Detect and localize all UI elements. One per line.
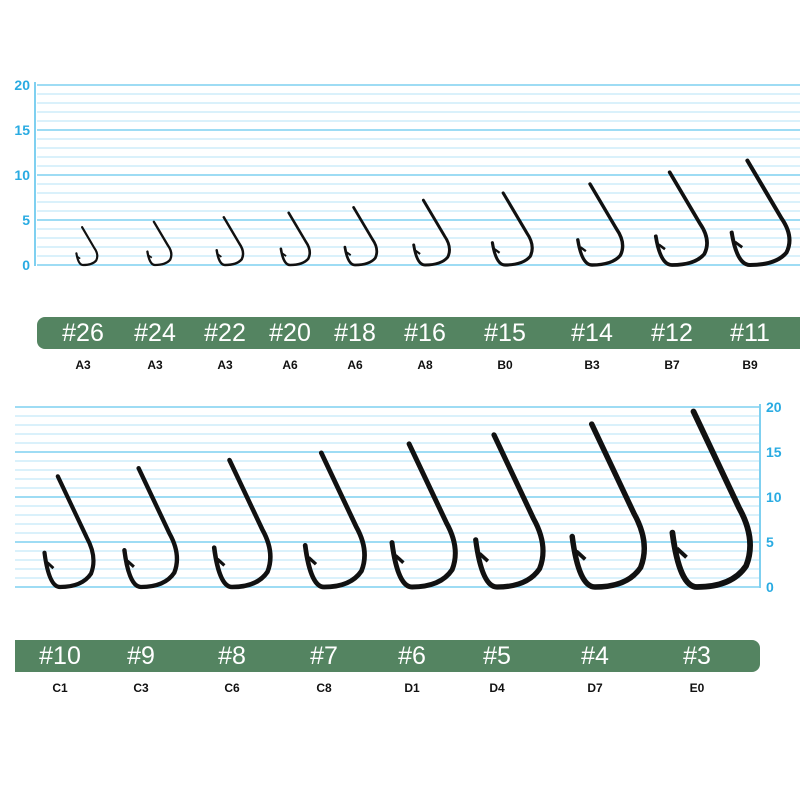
hook-size-label: #26 [62, 319, 104, 347]
hook-barb-icon [579, 246, 587, 253]
fishing-hook-icon [729, 158, 792, 268]
hook-size-label: #11 [730, 319, 770, 347]
hook-code-label: A3 [217, 358, 233, 372]
fishing-hook-icon [343, 206, 379, 267]
y-tick-label: 15 [766, 444, 782, 460]
hook-size-label: #10 [39, 642, 81, 670]
y-tick-label: 20 [766, 399, 782, 415]
fishing-hook-icon [569, 421, 648, 590]
hook-code-label: B7 [664, 358, 680, 372]
hook-barb-icon [575, 549, 587, 561]
fishing-hook-icon [215, 216, 245, 267]
hook-barb-icon [307, 556, 318, 566]
hook-code-label: D7 [587, 681, 603, 695]
hook-barb-icon [478, 552, 490, 563]
y-tick-label: 0 [22, 257, 30, 273]
hook-code-label: B9 [742, 358, 758, 372]
hook-barb-icon [281, 252, 287, 257]
y-tick-label: 5 [22, 212, 30, 228]
fishing-hook-icon [490, 191, 534, 267]
hook-barb-icon [493, 248, 501, 254]
hook-code-label: B3 [584, 358, 600, 372]
hook-code-label: C1 [52, 681, 68, 695]
fishing-hook-icon [42, 474, 96, 590]
hook-barb-icon [217, 253, 222, 258]
hook-size-label: #18 [334, 319, 376, 347]
hook-code-label: E0 [689, 681, 705, 695]
y-tick-label: 10 [14, 167, 30, 183]
hook-code-label: C6 [224, 681, 240, 695]
fishing-hook-icon [302, 450, 367, 590]
hook-size-label: #5 [483, 642, 511, 670]
hook-barb-icon [657, 243, 666, 251]
hook-code-label: D4 [489, 681, 505, 695]
fishing-hook-icon [669, 408, 753, 590]
fishing-hook-icon [146, 220, 173, 267]
hook-size-label: #12 [651, 319, 693, 347]
y-tick-label: 5 [766, 534, 774, 550]
hook-code-label: A3 [147, 358, 163, 372]
y-tick-label: 15 [14, 122, 30, 138]
hook-code-label: A6 [347, 358, 363, 372]
fishing-hook-icon [412, 198, 451, 267]
fishing-hook-icon [122, 466, 180, 590]
hook-barb-icon [126, 559, 135, 568]
y-tick-label: 20 [14, 77, 30, 93]
y-tick-label: 0 [766, 579, 774, 595]
hook-code-label: A8 [417, 358, 433, 372]
hook-barb-icon [394, 554, 405, 564]
hook-size-label: #7 [310, 642, 338, 670]
size-banner-bottom [15, 640, 760, 672]
hook-code-label: C3 [133, 681, 149, 695]
hook-barb-icon [46, 561, 55, 570]
hook-size-label: #24 [134, 319, 176, 347]
hook-size-label: #9 [127, 642, 155, 670]
hook-size-label: #20 [269, 319, 311, 347]
hook-barb-icon [415, 249, 421, 255]
fishing-hook-icon [473, 432, 546, 590]
hook-size-label: #14 [571, 319, 613, 347]
hook-barb-icon [216, 557, 226, 567]
hook-code-label: D1 [404, 681, 420, 695]
hook-code-label: A6 [282, 358, 298, 372]
y-tick-label: 10 [766, 489, 782, 505]
fishing-hook-icon [75, 226, 99, 267]
hook-size-label: #16 [404, 319, 446, 347]
hook-code-label: A3 [75, 358, 91, 372]
hook-code-label: B0 [497, 358, 513, 372]
hook-size-label: #4 [581, 642, 609, 670]
hook-size-label: #15 [484, 319, 526, 347]
hook-barb-icon [675, 546, 688, 559]
fishing-hook-icon [576, 182, 625, 267]
size-banner-top [37, 317, 800, 349]
hook-size-label: #8 [218, 642, 246, 670]
hook-barb-icon [77, 256, 81, 260]
hook-size-label: #6 [398, 642, 426, 670]
fishing-hook-icon [279, 211, 312, 267]
fishing-hook-icon [211, 457, 273, 590]
hook-size-label: #3 [683, 642, 711, 670]
hook-size-label: #22 [204, 319, 246, 347]
hook-code-label: C8 [316, 681, 332, 695]
hook-barb-icon [346, 251, 352, 256]
fishing-hook-icon [653, 170, 709, 267]
hook-barb-icon [734, 240, 744, 249]
hook-barb-icon [148, 254, 153, 259]
fishing-hook-icon [389, 441, 458, 590]
